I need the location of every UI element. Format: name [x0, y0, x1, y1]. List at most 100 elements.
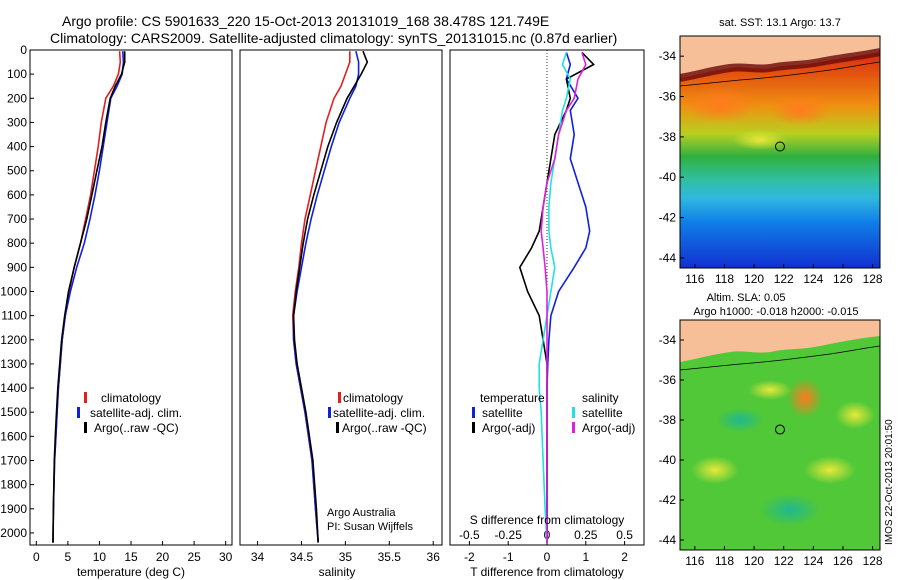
- sla-map-frame: [679, 319, 881, 551]
- y-tick-label: 1900: [0, 502, 27, 516]
- lat-tick-label: -38: [659, 413, 677, 427]
- sla-low: [716, 408, 764, 432]
- y-tick-label: 1300: [0, 357, 27, 371]
- argo-position-marker: [774, 141, 785, 152]
- y-tick-label: 700: [7, 212, 27, 226]
- x-tick-label: 15: [124, 550, 138, 564]
- y-tick-label: 1200: [0, 333, 27, 347]
- sst-lon-axis: 116 118 120 122 124 126 128: [685, 264, 883, 286]
- x-tick-label: 1: [582, 550, 589, 564]
- temperature-panel: 0100200300400500600700800900100011001200…: [0, 43, 232, 579]
- x-tick-label: 34.5: [290, 550, 314, 564]
- s-tick-label: 0.5: [616, 528, 633, 542]
- legend-label-argo: Argo(..raw -QC): [94, 421, 179, 435]
- lon-tick-label: 122: [774, 272, 794, 286]
- y-tick-label: 1700: [0, 453, 27, 467]
- difference-lines: [518, 51, 595, 543]
- s-difference-xlabel: S difference from climatology: [470, 513, 625, 527]
- lat-tick-label: -40: [659, 453, 677, 467]
- y-tick-label: 300: [7, 115, 27, 129]
- sst-map-frame: [679, 35, 881, 269]
- series-line-argo-raw-qc-: [52, 51, 126, 543]
- y-tick-label: 800: [7, 236, 27, 250]
- salinity-axes-frame: [239, 49, 443, 546]
- sla-map-title: Altim. SLA: 0.05: [707, 292, 786, 304]
- sla-high: [804, 456, 856, 484]
- x-tick-label: 10: [93, 550, 107, 564]
- salinity-panel: 34 34.5 35 35.5 36 salinity climatology sate…: [239, 49, 443, 579]
- y-tick-label: 1800: [0, 478, 27, 492]
- salinity-legend: climatology satellite-adj. clim. Argo(..…: [328, 391, 427, 435]
- y-tick-label: 600: [7, 188, 27, 202]
- y-tick-label: 0: [20, 43, 27, 57]
- lon-tick-label: 126: [833, 272, 853, 286]
- x-tick-label: 35.5: [378, 550, 402, 564]
- lon-tick-label: 120: [744, 272, 764, 286]
- temperature-x-axis: 0 5 10 15 20 25 30: [33, 541, 233, 564]
- x-tick-label: 25: [187, 550, 201, 564]
- lat-tick-label: -34: [659, 49, 677, 63]
- legend-label-t-satellite: satellite: [482, 406, 523, 420]
- imos-timestamp: IMOS 22-Oct-2013 20:01:50: [884, 419, 895, 545]
- y-tick-label: 1100: [1, 309, 27, 323]
- lon-tick-label: 122: [774, 554, 794, 568]
- sla-map-panel: Altim. SLA: 0.05 Argo h1000: -0.018 h200…: [659, 292, 883, 568]
- y-tick-label: 500: [7, 164, 27, 178]
- land-mass: [680, 320, 880, 362]
- x-tick-label: 34: [251, 550, 265, 564]
- lat-tick-label: -44: [659, 533, 677, 547]
- y-tick-label: 200: [7, 91, 27, 105]
- lat-tick-label: -38: [659, 130, 677, 144]
- x-tick-label: -1: [503, 550, 514, 564]
- lon-tick-label: 120: [744, 554, 764, 568]
- lon-tick-label: 116: [685, 554, 704, 568]
- legend-swatch-satellite: [328, 407, 331, 418]
- legend-swatch-argo: [84, 422, 87, 433]
- legend-label-climatology: climatology: [101, 391, 161, 405]
- sla-high: [748, 380, 792, 400]
- sst-map-panel: sat. SST: 13.1 Argo: 13.7 116 118 120 122 12…: [659, 17, 883, 286]
- x-tick-label: 30: [219, 550, 233, 564]
- x-tick-label: -2: [464, 550, 475, 564]
- temperature-axes-frame: [29, 49, 233, 546]
- legend-label-argo: Argo(..raw -QC): [342, 421, 427, 435]
- lon-tick-label: 118: [715, 272, 734, 286]
- series-line-argo-raw-qc-: [292, 50, 369, 543]
- lon-tick-label: 116: [685, 272, 704, 286]
- legend-title-salinity: salinity: [582, 391, 619, 405]
- lon-tick-label: 126: [833, 554, 853, 568]
- lon-tick-label: 118: [715, 554, 734, 568]
- s-tick-label: 0.25: [574, 528, 598, 542]
- lon-tick-label: 124: [803, 554, 823, 568]
- sla-high: [835, 401, 875, 429]
- legend-swatch-t-argo: [472, 422, 475, 433]
- legend-swatch-satellite: [77, 407, 80, 418]
- legend-swatch-argo: [336, 422, 339, 433]
- legend-label-satellite: satellite-adj. clim.: [333, 406, 425, 420]
- sst-warm-eddy: [685, 87, 755, 123]
- legend-swatch-s-argo: [572, 422, 575, 433]
- lon-tick-label: 124: [803, 272, 823, 286]
- x-tick-label: 36: [427, 550, 441, 564]
- y-tick-label: 400: [7, 140, 27, 154]
- x-tick-label: 20: [156, 550, 170, 564]
- temperature-xlabel: temperature (deg C): [77, 565, 185, 579]
- figure-subtitle: Climatology: CARS2009. Satellite-adjuste…: [50, 30, 617, 46]
- lat-tick-label: -42: [659, 493, 677, 507]
- lat-tick-label: -42: [659, 211, 677, 225]
- s-tick-label: -0.5: [459, 528, 480, 542]
- y-tick-label: 1000: [0, 284, 27, 298]
- temperature-lines: [52, 51, 126, 543]
- legend-title-temperature: temperature: [480, 391, 545, 405]
- legend-label-s-satellite: satellite: [582, 406, 623, 420]
- y-tick-label: 100: [7, 67, 27, 81]
- x-tick-label: 5: [65, 550, 72, 564]
- argo-position-marker: [774, 424, 785, 435]
- series-line-satellite-adj-clim-: [292, 51, 360, 543]
- series-line-argo-adj-: [540, 52, 587, 543]
- bathymetry-contour: [680, 61, 880, 87]
- x-tick-label: 35: [339, 550, 353, 564]
- sla-low: [760, 494, 820, 526]
- t-difference-xlabel: T difference from climatology: [470, 565, 624, 579]
